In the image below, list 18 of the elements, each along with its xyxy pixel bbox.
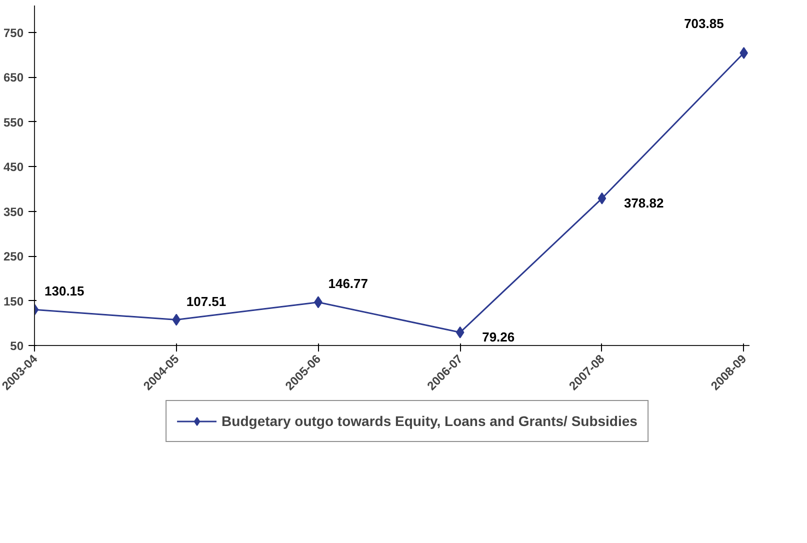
data-label: 146.77	[328, 276, 368, 292]
y-tick-label: 450	[3, 160, 24, 174]
y-tick-label: 50	[10, 339, 24, 353]
y-tick-label: 650	[3, 70, 24, 85]
y-tick-label: 150	[3, 294, 24, 308]
data-label: 107.51	[186, 294, 226, 309]
data-label: 79.26	[482, 329, 515, 344]
y-tick-label: 350	[3, 204, 24, 219]
data-label: 130.15	[44, 284, 84, 299]
point	[456, 326, 464, 338]
data-label: 703.85	[684, 16, 724, 31]
y-tick-label: 250	[3, 250, 24, 264]
point	[172, 314, 181, 326]
data-label: 378.82	[624, 195, 664, 210]
y-tick-label: 550	[3, 115, 24, 130]
point	[598, 192, 606, 204]
legend-label: Budgetary outgo towards Equity, Loans and Grants/ Subsidies	[222, 413, 638, 429]
y-tick-label: 750	[3, 26, 24, 40]
